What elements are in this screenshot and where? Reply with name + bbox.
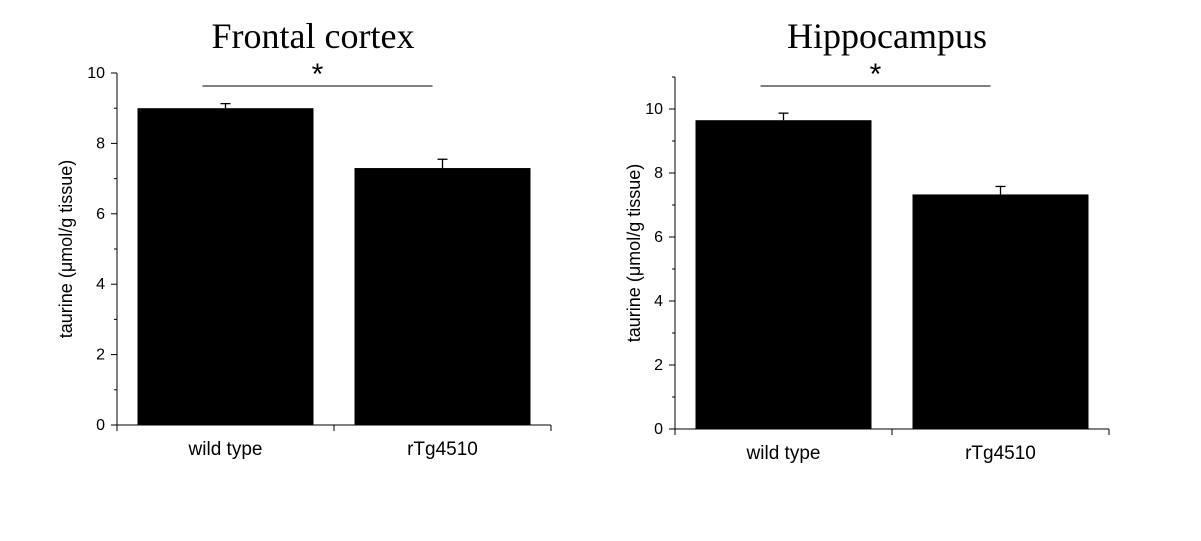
y-tick-label: 10 <box>645 101 663 118</box>
y-tick-label: 4 <box>96 276 105 293</box>
y-tick-label: 0 <box>654 421 663 438</box>
category-label: rTg4510 <box>407 439 478 460</box>
y-tick-label: 2 <box>96 347 105 364</box>
bar-0 <box>138 108 314 425</box>
y-tick-label: 8 <box>96 135 105 152</box>
bar-0 <box>696 120 872 429</box>
chart-title: Frontal cortex <box>212 16 415 56</box>
y-tick-label: 2 <box>654 357 663 374</box>
bar-1 <box>913 194 1089 429</box>
bar-1 <box>355 168 531 425</box>
significance-marker: * <box>312 58 324 91</box>
y-tick-label: 6 <box>96 206 105 223</box>
y-tick-label: 0 <box>96 417 105 434</box>
y-tick-label: 6 <box>654 229 663 246</box>
y-axis-label: taurine (μmol/g tissue) <box>624 164 644 342</box>
y-tick-label: 8 <box>654 165 663 182</box>
category-label: wild type <box>188 439 263 460</box>
y-axis-label: taurine (μmol/g tissue) <box>56 160 76 338</box>
chart-frontal-cortex: Frontal cortex taurine (μmol/g tissue) 0… <box>56 16 551 460</box>
y-tick-label: 4 <box>654 293 663 310</box>
chart-title: Hippocampus <box>787 16 987 56</box>
category-label: wild type <box>746 443 821 464</box>
y-tick-label: 10 <box>87 65 105 82</box>
chart-hippocampus: Hippocampus taurine (μmol/g tissue) 0 2 4 6… <box>624 16 1109 464</box>
significance-marker: * <box>870 58 882 91</box>
category-label: rTg4510 <box>965 443 1036 464</box>
